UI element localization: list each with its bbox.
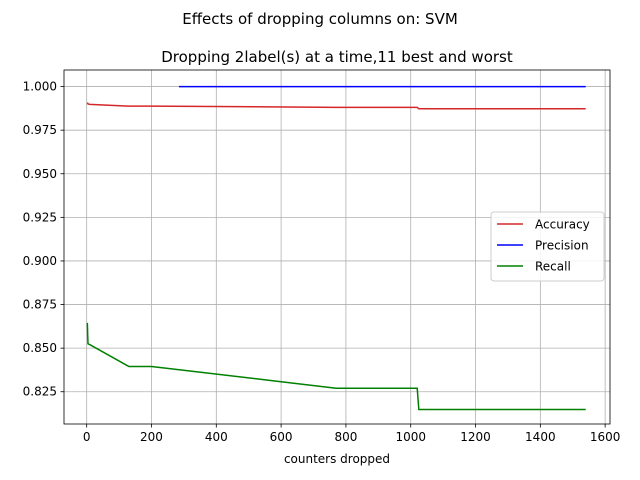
legend-label-recall: Recall [535, 260, 571, 274]
x-tick-label: 1200 [460, 430, 491, 444]
x-tick-label: 200 [140, 430, 163, 444]
plot-lines [86, 85, 586, 411]
legend-box [490, 211, 605, 282]
x-tick-label: 1400 [525, 430, 556, 444]
x-tick-label: 800 [334, 430, 357, 444]
series-line-recall [86, 322, 586, 411]
x-tick-label: 0 [83, 430, 91, 444]
y-tick-label: 0.850 [23, 341, 57, 355]
x-axis-label: counters dropped [284, 452, 390, 466]
y-tick-label: 0.925 [23, 210, 57, 224]
x-tick-label: 600 [270, 430, 293, 444]
x-tick-label: 1600 [590, 430, 621, 444]
x-tick-label: 1000 [395, 430, 426, 444]
y-tick-label: 0.875 [23, 298, 57, 312]
x-tick-label: 400 [205, 430, 228, 444]
legend-label-accuracy: Accuracy [535, 218, 590, 232]
series-line-accuracy [86, 102, 586, 110]
legend-label-precision: Precision [535, 239, 589, 253]
y-axis: 0.825 0.850 0.875 0.900 0.925 0.950 0.975 1.000 [23, 80, 64, 399]
y-tick-label: 0.825 [23, 385, 57, 399]
x-axis: 0 200 400 600 800 1000 1200 1400 1600 [83, 424, 621, 444]
chart-suptitle: Effects of dropping columns on: SVM [182, 10, 458, 28]
legend: Accuracy Precision Recall [490, 211, 605, 282]
plot-frame [63, 69, 611, 425]
y-tick-label: 0.900 [23, 254, 57, 268]
chart-title: Dropping 2label(s) at a time,11 best and… [161, 48, 513, 66]
y-tick-label: 0.950 [23, 167, 57, 181]
y-tick-label: 1.000 [23, 80, 57, 94]
y-tick-label: 0.975 [23, 123, 57, 137]
